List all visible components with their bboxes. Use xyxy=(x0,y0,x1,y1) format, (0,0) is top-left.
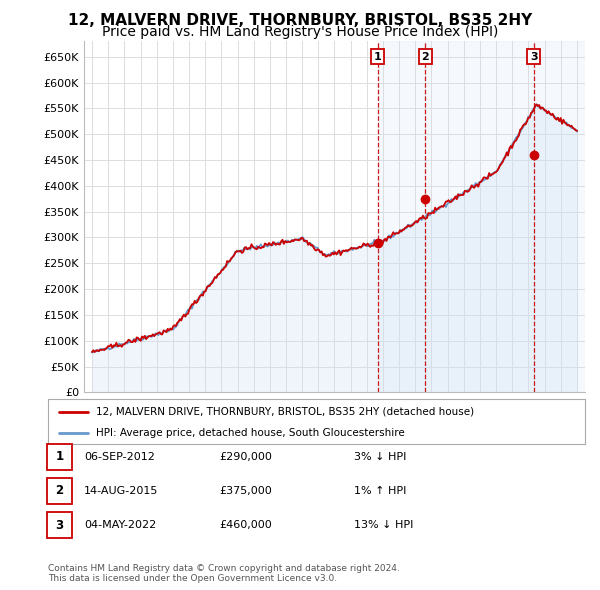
Text: HPI: Average price, detached house, South Gloucestershire: HPI: Average price, detached house, Sout… xyxy=(97,428,405,438)
Text: 04-MAY-2022: 04-MAY-2022 xyxy=(84,520,156,530)
Text: 1% ↑ HPI: 1% ↑ HPI xyxy=(354,486,406,496)
Text: 1: 1 xyxy=(55,450,64,463)
Bar xyxy=(425,41,534,392)
Text: 2: 2 xyxy=(421,52,429,61)
Text: 06-SEP-2012: 06-SEP-2012 xyxy=(84,452,155,461)
Text: £375,000: £375,000 xyxy=(219,486,272,496)
Text: 3: 3 xyxy=(55,519,64,532)
Bar xyxy=(534,41,585,392)
Text: 2: 2 xyxy=(55,484,64,497)
Bar xyxy=(378,41,425,392)
Text: £290,000: £290,000 xyxy=(219,452,272,461)
Text: Price paid vs. HM Land Registry's House Price Index (HPI): Price paid vs. HM Land Registry's House … xyxy=(102,25,498,40)
Text: 12, MALVERN DRIVE, THORNBURY, BRISTOL, BS35 2HY (detached house): 12, MALVERN DRIVE, THORNBURY, BRISTOL, B… xyxy=(97,407,475,417)
Text: 12, MALVERN DRIVE, THORNBURY, BRISTOL, BS35 2HY: 12, MALVERN DRIVE, THORNBURY, BRISTOL, B… xyxy=(68,13,532,28)
Text: £460,000: £460,000 xyxy=(219,520,272,530)
Text: Contains HM Land Registry data © Crown copyright and database right 2024.
This d: Contains HM Land Registry data © Crown c… xyxy=(48,563,400,583)
Text: 13% ↓ HPI: 13% ↓ HPI xyxy=(354,520,413,530)
Text: 3% ↓ HPI: 3% ↓ HPI xyxy=(354,452,406,461)
Text: 3: 3 xyxy=(530,52,538,61)
Text: 14-AUG-2015: 14-AUG-2015 xyxy=(84,486,158,496)
Text: 1: 1 xyxy=(374,52,382,61)
